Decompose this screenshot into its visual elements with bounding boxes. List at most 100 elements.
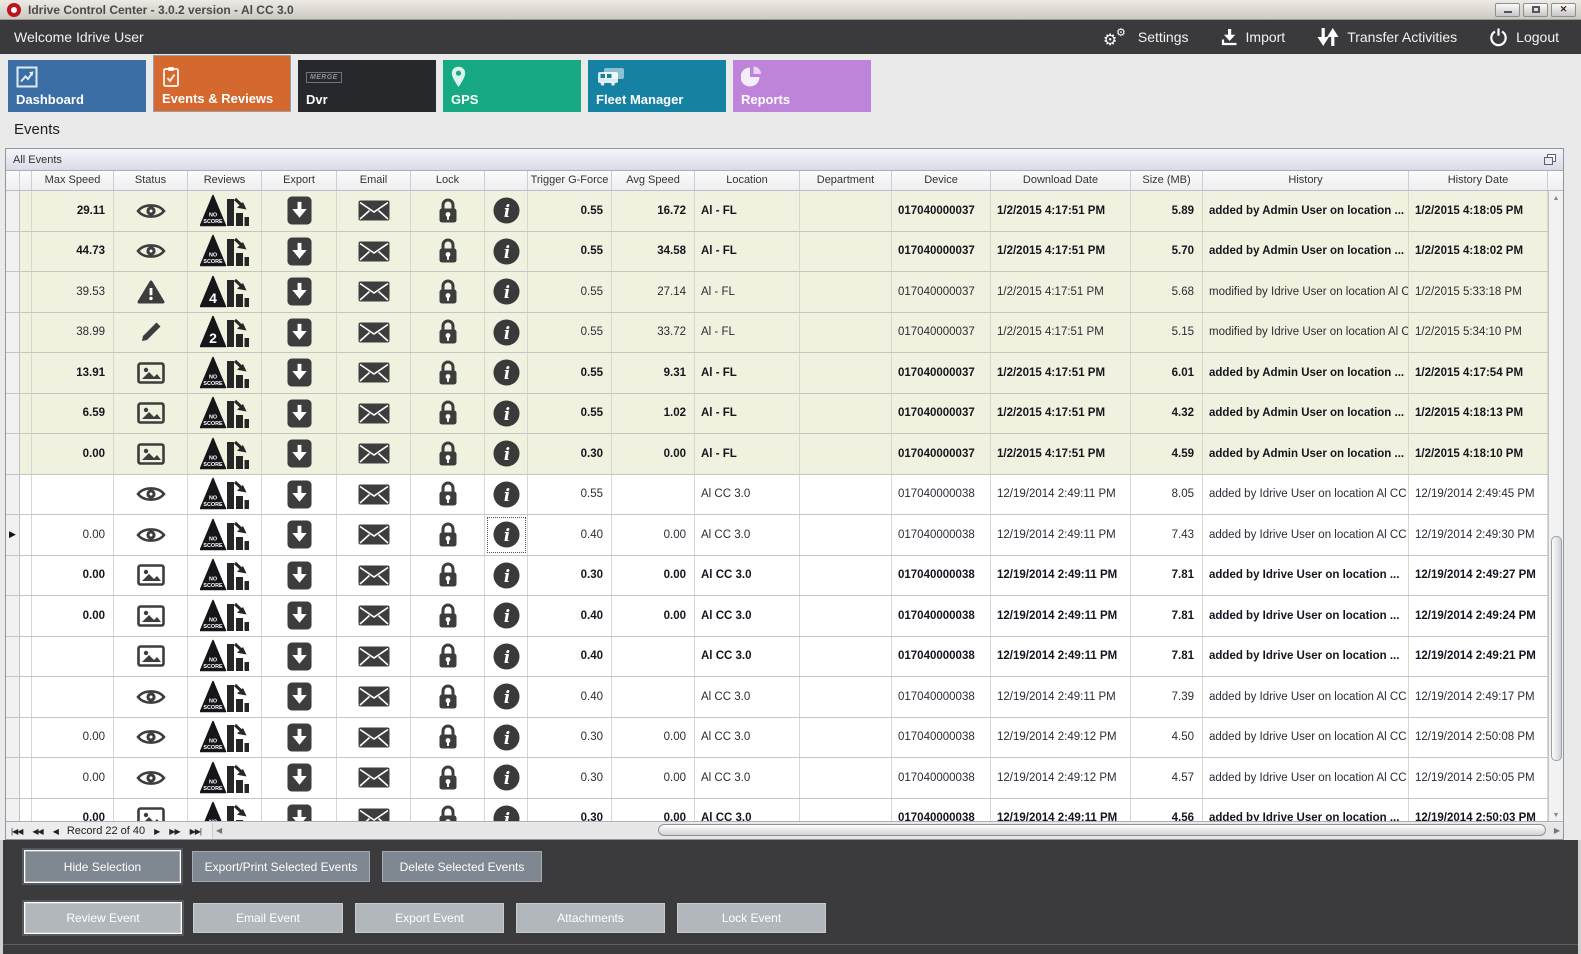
email-event-button[interactable] (337, 555, 411, 595)
column-header-location[interactable]: Location (695, 171, 800, 190)
lock-event-button[interactable] (411, 272, 485, 312)
lock-event-button[interactable] (411, 191, 485, 231)
minimize-button[interactable] (1495, 2, 1520, 17)
column-header-gutter[interactable] (6, 171, 20, 190)
column-header-size[interactable]: Size (MB) (1131, 171, 1203, 190)
lock-event-button[interactable] (411, 515, 485, 555)
event-info-button[interactable]: i (485, 677, 528, 717)
cascade-window-icon[interactable] (1544, 154, 1556, 165)
event-info-button[interactable]: i (485, 474, 528, 514)
tab-dashboard[interactable]: Dashboard (8, 60, 146, 112)
export-event-button[interactable] (262, 515, 337, 555)
export-event-button[interactable] (262, 717, 337, 757)
nav-prev-page-button[interactable]: ◀◀ (32, 826, 43, 836)
close-button[interactable]: ✕ (1551, 2, 1576, 17)
export-print-selected-events-button[interactable]: Export/Print Selected Events (192, 851, 370, 882)
lock-event-button[interactable] (411, 434, 485, 474)
column-header-info[interactable] (485, 171, 528, 190)
nav-prev-button[interactable]: ◀ (52, 826, 59, 836)
event-info-button[interactable]: i (485, 393, 528, 433)
event-info-button[interactable]: i (485, 191, 528, 231)
email-event-button[interactable] (337, 434, 411, 474)
nav-next-button[interactable]: ▶ (154, 826, 160, 836)
scroll-up-icon[interactable]: ▲ (1552, 195, 1560, 202)
email-event-button[interactable] (337, 596, 411, 636)
column-header-history[interactable]: History (1203, 171, 1409, 190)
horizontal-scrollbar[interactable]: ◀ ▶ (212, 822, 1563, 839)
export-event-button[interactable] (262, 596, 337, 636)
column-header-download-date[interactable]: Download Date (991, 171, 1131, 190)
event-info-button[interactable]: i (485, 272, 528, 312)
hide-selection-button[interactable]: Hide Selection (25, 851, 180, 882)
export-event-button[interactable]: Export Event (355, 903, 504, 933)
menu-item-import[interactable]: Import (1221, 28, 1285, 46)
export-event-button[interactable] (262, 798, 337, 823)
column-header-lock[interactable]: Lock (411, 171, 485, 190)
export-event-button[interactable] (262, 636, 337, 676)
email-event-button[interactable] (337, 312, 411, 352)
nav-first-button[interactable]: |◀◀ (11, 826, 23, 836)
lock-event-button[interactable] (411, 555, 485, 595)
column-header-status[interactable]: Status (114, 171, 188, 190)
email-event-button[interactable] (337, 191, 411, 231)
column-header-department[interactable]: Department (800, 171, 892, 190)
nav-next-page-button[interactable]: ▶▶ (169, 826, 180, 836)
scroll-right-icon[interactable]: ▶ (1553, 825, 1560, 835)
event-info-button[interactable]: i (485, 312, 528, 352)
lock-event-button[interactable] (411, 231, 485, 271)
vertical-scrollbar[interactable]: ▲ ▼ (1548, 191, 1563, 823)
column-header-trigger[interactable]: Trigger G-Force (528, 171, 612, 190)
export-event-button[interactable] (262, 191, 337, 231)
tab-reports[interactable]: Reports (733, 60, 871, 112)
lock-event-button[interactable] (411, 717, 485, 757)
event-info-button[interactable]: i (485, 636, 528, 676)
email-event-button[interactable] (337, 474, 411, 514)
email-event-button[interactable] (337, 353, 411, 393)
lock-event-button[interactable] (411, 596, 485, 636)
export-event-button[interactable] (262, 393, 337, 433)
export-event-button[interactable] (262, 272, 337, 312)
email-event-button[interactable] (337, 636, 411, 676)
vertical-scroll-thumb[interactable] (1550, 536, 1562, 761)
lock-event-button[interactable] (411, 636, 485, 676)
lock-event-button[interactable] (411, 677, 485, 717)
tab-gps[interactable]: GPS (443, 60, 581, 112)
column-header-export[interactable]: Export (262, 171, 337, 190)
event-info-button[interactable]: i (485, 231, 528, 271)
event-info-button[interactable]: i (485, 353, 528, 393)
event-info-button[interactable]: i (485, 515, 528, 555)
horizontal-scroll-thumb[interactable] (658, 824, 1546, 836)
email-event-button[interactable] (337, 515, 411, 555)
lock-event-button[interactable] (411, 758, 485, 798)
maximize-button[interactable] (1523, 2, 1548, 17)
column-header-idclip[interactable] (20, 171, 32, 190)
export-event-button[interactable] (262, 474, 337, 514)
event-info-button[interactable]: i (485, 798, 528, 823)
column-header-device[interactable]: Device (892, 171, 991, 190)
event-info-button[interactable]: i (485, 555, 528, 595)
lock-event-button[interactable] (411, 312, 485, 352)
lock-event-button[interactable] (411, 798, 485, 823)
event-info-button[interactable]: i (485, 596, 528, 636)
lock-event-button[interactable]: Lock Event (677, 903, 826, 933)
export-event-button[interactable] (262, 231, 337, 271)
email-event-button[interactable] (337, 717, 411, 757)
column-header-reviews[interactable]: Reviews (188, 171, 262, 190)
email-event-button[interactable]: Email Event (193, 903, 343, 933)
export-event-button[interactable] (262, 434, 337, 474)
export-event-button[interactable] (262, 677, 337, 717)
column-header-history-date[interactable]: History Date (1409, 171, 1548, 190)
menu-item-settings[interactable]: ⚙ ⚙ Settings (1102, 25, 1189, 49)
